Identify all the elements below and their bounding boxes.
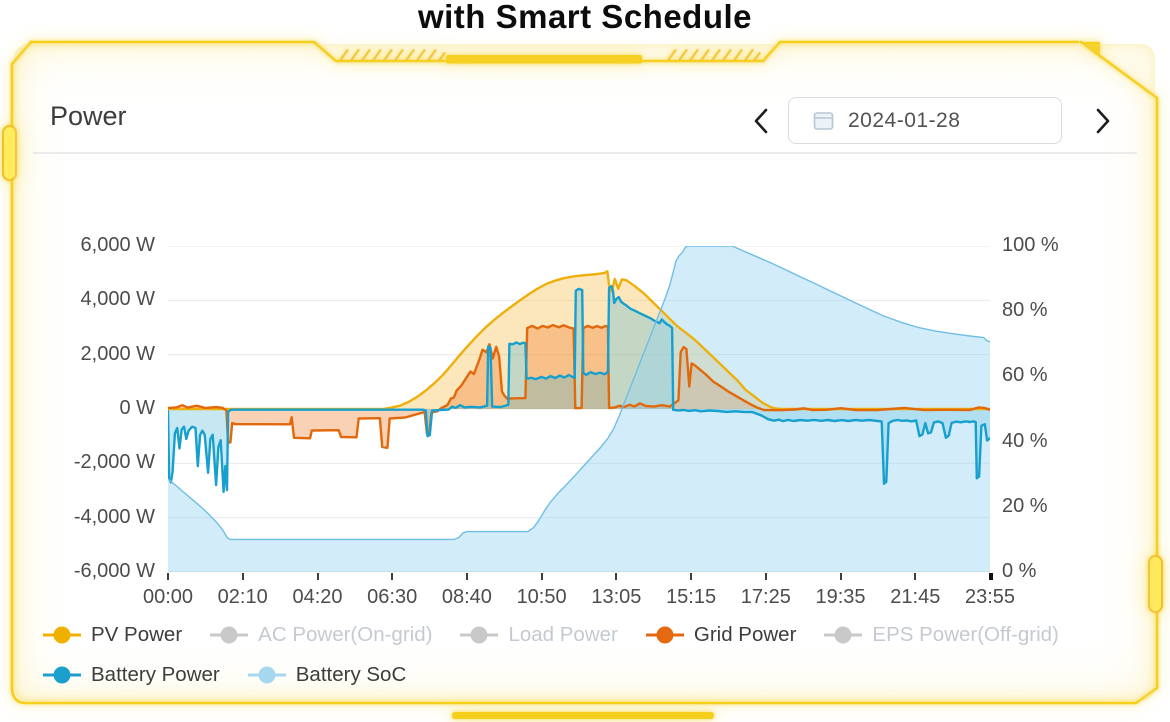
legend-marker-icon xyxy=(645,626,684,644)
x-tick-label: 15:15 xyxy=(666,586,717,608)
y-right-tick-label: 0 % xyxy=(1002,560,1037,582)
legend-row-1: PV Power AC Power(On-grid) Load Power Gr… xyxy=(42,623,1059,647)
legend-marker-icon xyxy=(247,666,286,684)
y-left-tick-label: -2,000 W xyxy=(73,451,155,474)
header-divider xyxy=(33,152,1137,154)
date-value: 2024-01-28 xyxy=(848,108,961,132)
legend-label: Battery SoC xyxy=(295,663,407,686)
legend-label: Load Power xyxy=(508,623,618,646)
legend-marker-icon xyxy=(210,626,249,644)
date-prev-button[interactable] xyxy=(746,106,776,138)
y-left-tick-label: 0 W xyxy=(119,397,155,419)
legend-label: PV Power xyxy=(91,623,183,646)
x-tick-mark xyxy=(615,573,618,580)
power-chart[interactable] xyxy=(168,246,990,572)
chevron-left-icon xyxy=(754,108,768,133)
series-line-pv-power xyxy=(168,270,990,411)
series-fill-pv-power xyxy=(168,271,990,409)
y-left-tick-label: -4,000 W xyxy=(73,505,155,528)
y-left-tick-label: 4,000 W xyxy=(80,288,155,311)
legend-item-eps-power-off-grid[interactable]: EPS Power(Off-grid) xyxy=(823,623,1059,647)
x-tick-label: 23:55 xyxy=(964,586,1016,608)
y-left-tick-label: 2,000 W xyxy=(80,342,155,365)
legend-item-battery-power[interactable]: Battery Power xyxy=(42,663,220,687)
panel-heading: Power xyxy=(50,101,127,131)
legend-item-pv-power[interactable]: PV Power xyxy=(42,623,182,647)
date-next-button[interactable] xyxy=(1088,106,1118,138)
x-tick-mark xyxy=(316,573,319,580)
x-tick-mark xyxy=(167,573,169,580)
y-left-tick-label: 6,000 W xyxy=(80,234,155,256)
legend-item-load-power[interactable]: Load Power xyxy=(459,623,618,647)
series-line-battery-power xyxy=(168,285,990,494)
x-tick-mark xyxy=(989,573,993,580)
x-tick-label: 17:25 xyxy=(740,586,791,608)
calendar-icon xyxy=(813,112,834,130)
legend-label: AC Power(On-grid) xyxy=(258,623,433,646)
legend-label: Battery Power xyxy=(91,663,220,686)
page-title: with Smart Schedule xyxy=(417,0,753,35)
frame-right-pill xyxy=(1148,555,1163,613)
series-line-battery-soc xyxy=(168,246,990,541)
frame-hatch-left xyxy=(339,48,446,62)
legend-marker-icon xyxy=(43,626,81,644)
legend-marker-icon xyxy=(824,626,863,644)
series-fill-battery-power xyxy=(168,286,990,492)
frame-hatch-right xyxy=(667,48,761,62)
x-tick-label: 02:10 xyxy=(217,586,268,608)
legend-item-battery-soc[interactable]: Battery SoC xyxy=(247,663,407,687)
x-tick-label: 21:45 xyxy=(890,586,941,608)
x-tick-label: 13:05 xyxy=(591,586,642,608)
chevron-right-icon xyxy=(1096,108,1110,133)
x-tick-mark xyxy=(839,573,842,580)
legend-label: EPS Power(Off-grid) xyxy=(872,623,1059,646)
x-tick-mark xyxy=(391,573,394,580)
y-right-tick-label: 40 % xyxy=(1002,429,1048,452)
y-right-tick-label: 100 % xyxy=(1002,234,1059,256)
frame-bottom-bar xyxy=(452,712,714,719)
series-fill-battery-soc xyxy=(168,246,990,572)
legend-marker-icon xyxy=(460,626,499,644)
legend-item-ac-power-on-grid[interactable]: AC Power(On-grid) xyxy=(209,623,432,647)
x-tick-mark xyxy=(690,573,693,580)
legend-row-2: Battery Power Battery SoC xyxy=(42,663,406,687)
y-right-tick-label: 60 % xyxy=(1002,364,1048,387)
x-tick-label: 06:30 xyxy=(367,586,418,608)
x-tick-label: 08:40 xyxy=(441,586,492,608)
y-right-tick-label: 80 % xyxy=(1002,299,1048,322)
date-picker[interactable]: 2024-01-28 xyxy=(788,97,1062,144)
x-tick-mark xyxy=(914,573,917,580)
x-tick-label: 00:00 xyxy=(142,586,194,608)
x-tick-label: 10:50 xyxy=(516,586,567,608)
series-line-grid-power xyxy=(168,323,990,449)
frame-top-bar xyxy=(446,55,642,64)
x-tick-label: 19:35 xyxy=(815,586,866,608)
legend-marker-icon xyxy=(43,666,81,684)
x-tick-mark xyxy=(241,573,244,580)
x-tick-mark xyxy=(540,573,543,580)
y-left-tick-label: -6,000 W xyxy=(73,560,155,582)
legend-item-grid-power[interactable]: Grid Power xyxy=(645,623,797,647)
x-tick-mark xyxy=(764,573,767,580)
frame-corner-triangle xyxy=(1083,42,1100,58)
x-tick-mark xyxy=(465,573,468,580)
frame-left-pill xyxy=(2,125,17,181)
legend-label: Grid Power xyxy=(693,623,797,646)
x-tick-label: 04:20 xyxy=(292,586,343,608)
y-right-tick-label: 20 % xyxy=(1002,494,1048,517)
